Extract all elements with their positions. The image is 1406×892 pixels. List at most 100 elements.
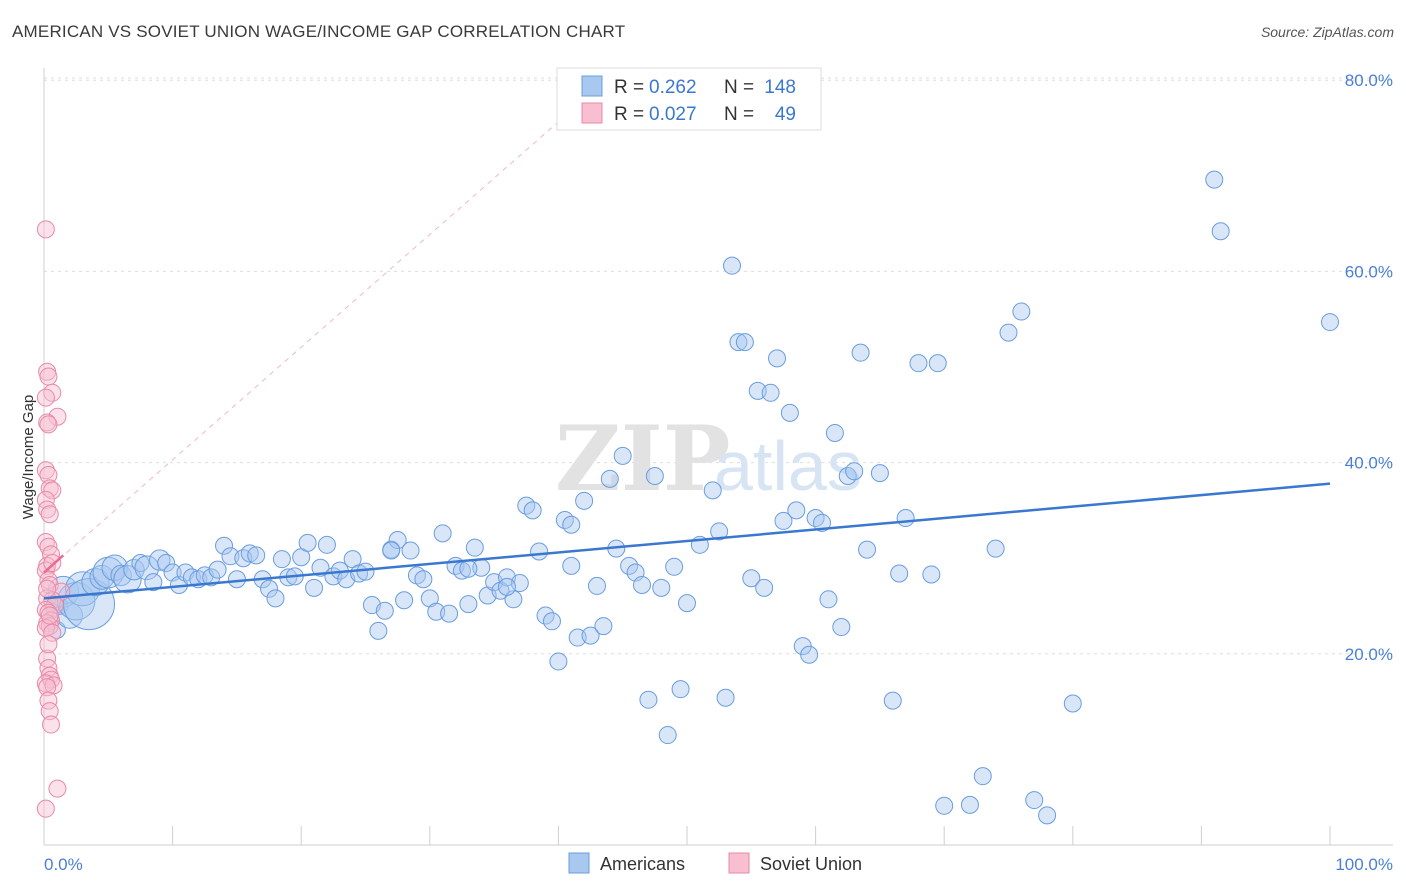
y-tick-label: 40.0% bbox=[1345, 454, 1393, 473]
soviet-union-point bbox=[38, 649, 57, 668]
americans-point bbox=[600, 469, 619, 488]
americans-trend-line bbox=[43, 482, 1331, 600]
legend-r-label: R = bbox=[614, 104, 644, 125]
americans-point bbox=[56, 602, 83, 629]
americans-point bbox=[735, 333, 754, 352]
americans-point bbox=[131, 553, 150, 572]
americans-point bbox=[401, 541, 420, 560]
americans-point bbox=[755, 578, 774, 597]
legend-n-value: 148 bbox=[764, 77, 796, 98]
soviet-union-point bbox=[36, 490, 55, 509]
americans-point bbox=[922, 565, 941, 584]
americans-point bbox=[1321, 313, 1339, 332]
americans-point bbox=[639, 690, 658, 709]
americans-point bbox=[562, 515, 581, 534]
axes bbox=[43, 68, 1393, 846]
americans-point bbox=[1012, 302, 1031, 321]
legend-n-label: N = bbox=[724, 104, 754, 125]
americans-point bbox=[1025, 791, 1044, 810]
americans-point bbox=[459, 595, 478, 614]
americans-point bbox=[382, 541, 401, 560]
americans-point bbox=[549, 652, 568, 671]
soviet-union-point bbox=[39, 415, 58, 434]
americans-point bbox=[768, 349, 787, 368]
soviet-union-point bbox=[36, 799, 55, 818]
americans-point bbox=[658, 726, 677, 745]
soviet-union-point bbox=[40, 702, 59, 721]
soviet-union-points bbox=[36, 220, 71, 818]
legend-label-soviet-union: Soviet Union bbox=[760, 854, 862, 874]
americans-point bbox=[581, 626, 600, 645]
americans-point bbox=[890, 564, 909, 583]
americans-point bbox=[1205, 170, 1224, 189]
americans-point bbox=[395, 591, 414, 610]
soviet-union-point bbox=[40, 606, 59, 625]
americans-point bbox=[845, 462, 864, 481]
americans-point bbox=[575, 491, 594, 510]
americans-point bbox=[851, 343, 870, 362]
legend-top: R = 0.262 N = 148 R = 0.027 N = 49 bbox=[556, 67, 822, 131]
y-tick-label: 20.0% bbox=[1345, 645, 1393, 664]
americans-point bbox=[645, 466, 664, 485]
y-tick-label: 80.0% bbox=[1345, 71, 1393, 90]
americans-point bbox=[247, 546, 266, 565]
americans-point bbox=[652, 578, 671, 597]
soviet-union-point bbox=[38, 500, 57, 519]
americans-point bbox=[729, 333, 748, 352]
chart-title: AMERICAN VS SOVIET UNION WAGE/INCOME GAP… bbox=[12, 22, 626, 41]
legend-label-americans: Americans bbox=[600, 854, 685, 874]
x-tick-label: 100.0% bbox=[1335, 855, 1393, 874]
soviet-union-point bbox=[39, 635, 58, 654]
soviet-union-point bbox=[38, 678, 57, 697]
legend-r-value: 0.027 bbox=[649, 104, 697, 125]
americans-point bbox=[761, 383, 780, 402]
soviet-union-point bbox=[39, 466, 58, 485]
americans-point bbox=[935, 796, 954, 815]
y-tick-label: 60.0% bbox=[1345, 262, 1393, 281]
legend-swatch bbox=[581, 102, 603, 124]
diagonal-reference-line bbox=[43, 98, 585, 573]
americans-point bbox=[215, 536, 234, 555]
americans-point bbox=[800, 645, 819, 664]
legend-bottom: Americans Soviet Union bbox=[568, 852, 862, 874]
americans-point bbox=[208, 560, 227, 579]
americans-point bbox=[723, 256, 742, 275]
x-tick-label: 0.0% bbox=[44, 855, 83, 874]
trend-lines bbox=[43, 482, 1331, 600]
americans-point bbox=[858, 540, 877, 559]
americans-point bbox=[530, 542, 549, 561]
x-tick-labels: 0.0% 100.0% bbox=[44, 855, 1393, 874]
americans-point bbox=[742, 569, 761, 588]
americans-point bbox=[144, 573, 163, 592]
americans-point bbox=[870, 464, 889, 483]
legend-n-value: 49 bbox=[775, 104, 796, 125]
soviet-union-point bbox=[38, 579, 57, 598]
americans-point bbox=[613, 446, 632, 465]
soviet-union-point bbox=[36, 461, 55, 480]
americans-point bbox=[272, 550, 291, 569]
americans-point bbox=[113, 565, 142, 594]
americans-point bbox=[542, 612, 561, 631]
soviet-union-point bbox=[36, 388, 55, 407]
soviet-union-point bbox=[42, 715, 61, 734]
americans-point bbox=[986, 539, 1005, 558]
diagonal-line bbox=[43, 98, 585, 573]
americans-point bbox=[960, 795, 979, 814]
americans-point bbox=[787, 501, 806, 520]
americans-point bbox=[311, 558, 330, 577]
americans-point bbox=[780, 403, 799, 422]
americans-point bbox=[562, 556, 581, 575]
americans-point bbox=[973, 767, 992, 786]
americans-point bbox=[523, 501, 542, 520]
americans-point bbox=[440, 604, 459, 623]
americans-point bbox=[497, 577, 516, 596]
americans-point bbox=[369, 621, 388, 640]
americans-point bbox=[665, 557, 684, 576]
americans-point bbox=[298, 533, 317, 552]
americans-point bbox=[317, 535, 336, 554]
americans-point bbox=[703, 481, 722, 500]
americans-point bbox=[883, 691, 902, 710]
americans-point bbox=[157, 553, 176, 572]
